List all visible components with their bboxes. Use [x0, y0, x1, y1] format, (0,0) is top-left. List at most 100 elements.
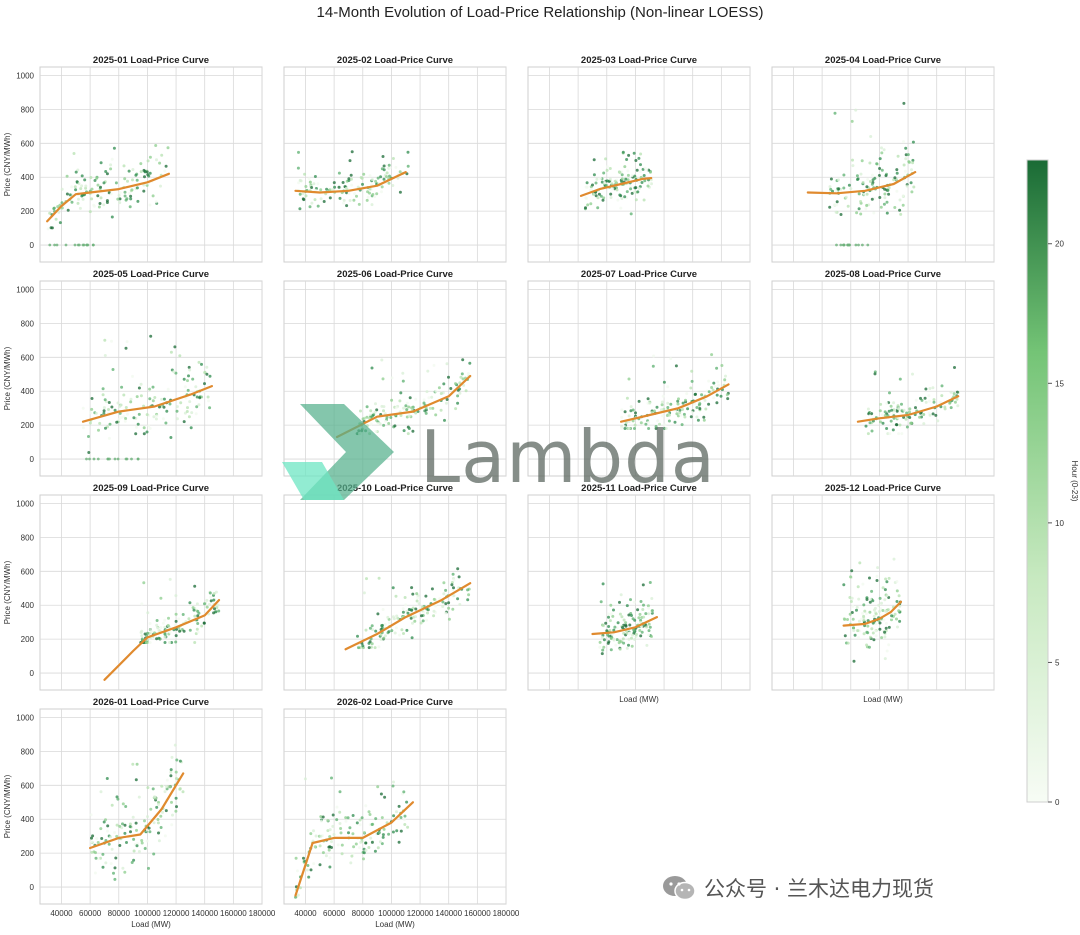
- scatter-point: [413, 619, 417, 623]
- scatter-point: [648, 625, 652, 629]
- scatter-point: [194, 412, 198, 416]
- scatter-point: [875, 175, 879, 179]
- scatter-point: [689, 415, 693, 419]
- scatter-point: [878, 621, 882, 625]
- scatter-point: [65, 192, 69, 196]
- scatter-point: [667, 413, 671, 417]
- x-tick-label: 180000: [493, 909, 520, 918]
- scatter-point: [368, 626, 372, 630]
- scatter-point: [857, 636, 860, 640]
- y-tick-label: 0: [30, 883, 35, 892]
- scatter-point: [168, 577, 172, 581]
- scatter-point: [919, 396, 922, 400]
- scatter-point: [864, 207, 868, 211]
- scatter-point: [360, 816, 364, 820]
- scatter-point: [452, 586, 455, 590]
- scatter-point: [114, 856, 118, 860]
- scatter-point: [98, 202, 102, 205]
- scatter-point: [102, 409, 106, 413]
- scatter-point: [712, 381, 716, 385]
- subplot-2026-01: 2026-01 Load-Price Curve 0 200 400 600 800 100…: [3, 697, 276, 929]
- scatter-point: [859, 172, 863, 176]
- scatter-point: [122, 415, 126, 419]
- loess-curve: [344, 582, 472, 651]
- scatter-point: [175, 405, 179, 409]
- scatter-point: [624, 621, 628, 625]
- scatter-point: [871, 599, 875, 603]
- scatter-point: [601, 198, 605, 202]
- scatter-point: [359, 176, 363, 179]
- scatter-point: [956, 404, 960, 408]
- scatter-point: [848, 612, 852, 616]
- scatter-point: [376, 785, 380, 789]
- scatter-point: [850, 611, 854, 614]
- scatter-point: [99, 827, 103, 831]
- scatter-point: [895, 171, 899, 175]
- scatter-point: [328, 856, 332, 860]
- scatter-point: [459, 375, 463, 379]
- scatter-point: [430, 587, 434, 591]
- scatter-point: [681, 401, 685, 405]
- scatter-point: [135, 762, 139, 766]
- scatter-point: [885, 211, 889, 215]
- scatter-point: [451, 607, 455, 611]
- scatter-point: [715, 393, 719, 397]
- scatter-point: [346, 816, 350, 820]
- scatter-point: [362, 172, 366, 176]
- scatter-point: [865, 630, 869, 634]
- scatter-point: [84, 186, 88, 190]
- scatter-point: [948, 401, 952, 405]
- scatter-point: [173, 345, 177, 349]
- scatter-point: [120, 416, 123, 419]
- scatter-point: [866, 407, 870, 411]
- scatter-point: [135, 395, 139, 399]
- scatter-point: [637, 186, 641, 190]
- scatter-point: [213, 607, 216, 611]
- scatter-point: [594, 181, 598, 185]
- scatter-point: [382, 177, 386, 181]
- subplot-title: 2025-09 Load-Price Curve: [93, 483, 209, 494]
- scatter-point: [298, 178, 302, 182]
- scatter-point: [328, 196, 332, 200]
- scatter-point: [388, 174, 391, 178]
- scatter-point: [720, 364, 724, 367]
- scatter-point: [870, 589, 874, 593]
- scatter-point: [173, 743, 177, 747]
- scatter-point: [866, 243, 870, 247]
- scatter-point: [857, 207, 861, 211]
- scatter-point: [148, 426, 152, 430]
- scatter-point: [615, 638, 619, 642]
- x-tick-label: 80000: [352, 909, 375, 918]
- scatter-point: [620, 197, 624, 200]
- scatter-point: [390, 629, 394, 633]
- scatter-point: [312, 182, 316, 186]
- plot-area: [527, 494, 751, 691]
- scatter-point: [399, 829, 403, 833]
- scatter-point: [894, 423, 898, 427]
- subplot-2025-01: 2025-01 Load-Price Curve 0 200 400 600 800 100…: [3, 55, 263, 263]
- scatter-point: [422, 398, 426, 402]
- scatter-point: [624, 624, 628, 628]
- scatter-point: [303, 777, 307, 781]
- scatter-point: [351, 832, 355, 836]
- subplot-title: 2025-03 Load-Price Curve: [581, 55, 697, 66]
- scatter-point: [411, 606, 415, 610]
- scatter-point: [174, 640, 178, 644]
- scatter-point: [109, 192, 113, 196]
- scatter-point: [661, 394, 665, 398]
- scatter-point: [154, 200, 158, 204]
- scatter-point: [325, 187, 329, 191]
- x-tick-label: 80000: [108, 909, 131, 918]
- scatter-point: [620, 615, 624, 619]
- scatter-point: [338, 790, 342, 794]
- scatter-point: [456, 597, 460, 601]
- y-tick-label: 200: [21, 207, 35, 216]
- scatter-point: [344, 186, 348, 190]
- scatter-point: [952, 392, 956, 396]
- subplot-2025-09: 2025-09 Load-Price Curve 0 200 400 600 800 100…: [3, 483, 263, 691]
- scatter-point: [175, 417, 179, 421]
- scatter-point: [46, 227, 50, 231]
- colorbar-tick-label: 15: [1055, 379, 1064, 388]
- scatter-point: [379, 792, 383, 796]
- scatter-point: [620, 408, 624, 412]
